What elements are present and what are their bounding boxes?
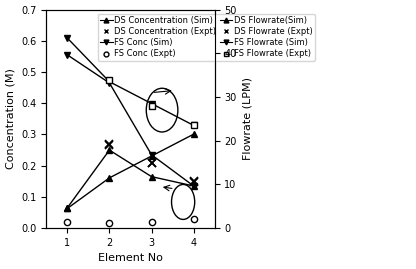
Legend: DS Concentration (Sim), DS Concentration (Expt), FS Conc (Sim), FS Conc (Expt), : DS Concentration (Sim), DS Concentration… [98, 14, 315, 61]
Y-axis label: Concentration (M): Concentration (M) [5, 68, 15, 169]
Y-axis label: Flowrate (LPM): Flowrate (LPM) [243, 77, 253, 160]
X-axis label: Element No: Element No [98, 253, 163, 263]
